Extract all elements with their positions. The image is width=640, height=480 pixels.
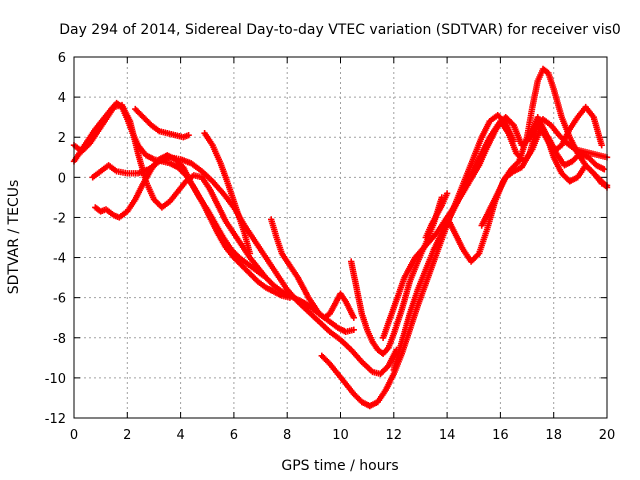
x-tick-label: 8 bbox=[283, 428, 291, 443]
x-tick-label: 20 bbox=[599, 428, 616, 443]
x-tick-label: 12 bbox=[386, 428, 403, 443]
series-arc-14 bbox=[523, 116, 611, 161]
y-axis-label: SDTVAR / TECUs bbox=[6, 180, 22, 295]
series-arc-15 bbox=[422, 190, 451, 241]
x-tick-label: 4 bbox=[176, 428, 184, 443]
y-tick-label: 0 bbox=[58, 171, 66, 186]
data-point bbox=[443, 190, 451, 197]
x-axis-label: GPS time / hours bbox=[281, 458, 398, 474]
y-tick-label: 4 bbox=[58, 91, 66, 106]
x-tick-label: 10 bbox=[332, 428, 349, 443]
plot-frame bbox=[73, 56, 608, 419]
y-tick-label: 2 bbox=[58, 131, 66, 146]
y-tick-label: -4 bbox=[53, 252, 66, 267]
data-point bbox=[350, 314, 357, 321]
series-arc-6 bbox=[201, 130, 254, 257]
chart-title: Day 294 of 2014, Sidereal Day-to-day VTE… bbox=[59, 22, 621, 38]
y-tick-label: -8 bbox=[53, 332, 66, 347]
x-tick-label: 18 bbox=[545, 428, 562, 443]
x-tick-label: 2 bbox=[123, 428, 131, 443]
data-point bbox=[246, 250, 254, 257]
data-point bbox=[598, 142, 605, 149]
data-point bbox=[601, 166, 608, 173]
x-tick-label: 0 bbox=[70, 428, 78, 443]
y-tick-label: -2 bbox=[53, 211, 66, 226]
data-layer bbox=[70, 65, 611, 410]
data-point bbox=[185, 132, 192, 139]
y-tick-label: -10 bbox=[45, 372, 66, 387]
y-tick-label: 6 bbox=[58, 51, 66, 66]
series-arc-5 bbox=[132, 105, 192, 141]
y-tick-label: -12 bbox=[45, 412, 66, 427]
data-point bbox=[260, 272, 267, 279]
series-arc-7 bbox=[268, 216, 357, 321]
data-point bbox=[509, 120, 516, 128]
series-arc-3 bbox=[92, 152, 267, 279]
data-point bbox=[350, 326, 357, 333]
x-tick-label: 16 bbox=[492, 428, 509, 443]
x-tick-label: 14 bbox=[439, 428, 456, 443]
y-tick-label: -6 bbox=[53, 292, 66, 307]
x-tick-label: 6 bbox=[230, 428, 238, 443]
series-arc-2 bbox=[70, 101, 357, 335]
